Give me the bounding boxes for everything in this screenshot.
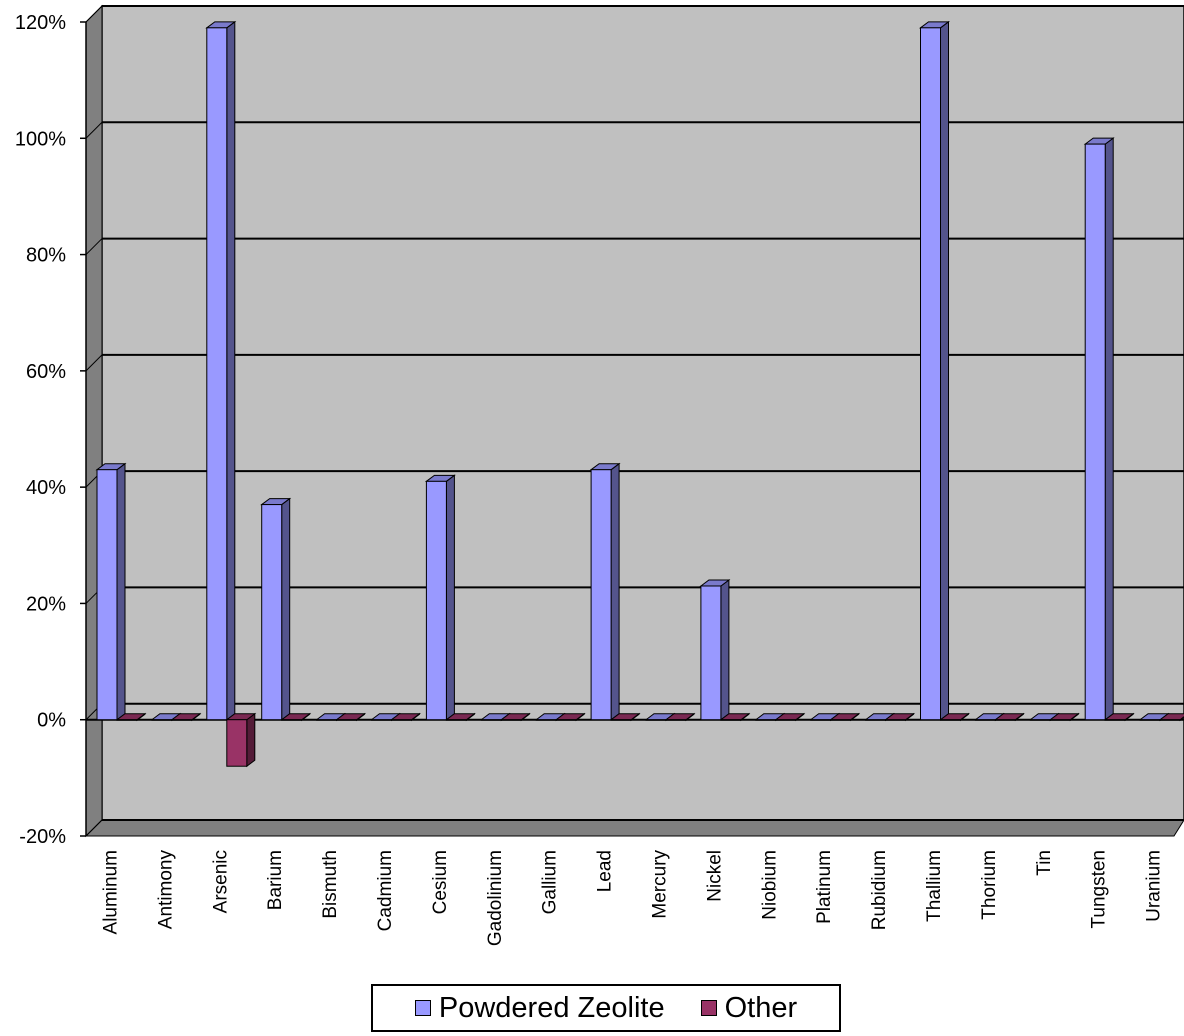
y-tick-label: 80%: [26, 245, 66, 267]
x-axis: Aluminum Antimony Arsenic Barium Bismuth Cadm…: [100, 850, 1164, 947]
bar-other-gadolinium: [499, 712, 531, 722]
bar-other-tungsten: [1103, 712, 1135, 722]
bar-other-barium: [280, 712, 312, 722]
floor: [84, 819, 1184, 837]
x-tick-label: Bismuth: [320, 850, 341, 919]
gridline-wall: [85, 354, 103, 372]
x-tick-label: Gadolinium: [485, 850, 506, 946]
bar-powdered-zeolite-cesium: [424, 474, 456, 721]
y-axis: 120% 100% 80% 60% 40% 20% 0% -20%: [15, 12, 87, 848]
legend-swatch-powdered-zeolite: [414, 1000, 431, 1016]
bar-powdered-zeolite-arsenic: [205, 20, 237, 721]
bar-other-uranium: [1158, 713, 1184, 722]
x-tick-label: Antimony: [155, 850, 176, 930]
bar-powdered-zeolite-aluminum: [95, 462, 127, 721]
y-tick-label: 40%: [26, 477, 66, 499]
y-tick-label: -20%: [19, 826, 66, 848]
x-tick-label: Niobium: [759, 850, 780, 920]
y-tick-label: 120%: [15, 12, 66, 34]
bar-other-lead: [609, 712, 641, 722]
x-tick-label: Thorium: [979, 850, 1000, 920]
y-tick-label: 100%: [15, 128, 66, 150]
legend-swatch-other: [700, 1000, 717, 1016]
gridline-wall: [85, 121, 103, 139]
chart-walls: [84, 4, 1184, 838]
bar-other-bismuth: [335, 712, 367, 722]
legend-label-powdered-zeolite: Powdered Zeolite: [438, 991, 665, 1024]
bar-other-thallium: [939, 712, 970, 722]
bar-powdered-zeolite-nickel: [699, 578, 731, 721]
bar-chart: 120% 100% 80% 60% 40% 20% 0% -20% Aluminum Antim…: [15, 4, 1184, 947]
x-tick-label: Arsenic: [210, 850, 231, 913]
gridline-wall: [85, 819, 103, 837]
x-tick-label: Mercury: [649, 850, 670, 919]
y-tick-label: 20%: [26, 593, 66, 615]
bar-other-rubidium: [884, 712, 916, 722]
x-tick-label: Nickel: [704, 850, 725, 902]
legend: Powdered Zeolite Other: [371, 984, 841, 1032]
legend-item-other: Other: [700, 991, 798, 1025]
x-tick-label: Rubidium: [869, 850, 890, 930]
bar-other-thorium: [993, 712, 1025, 722]
bar-other-tin: [1048, 712, 1080, 722]
x-tick-label: Barium: [265, 850, 286, 910]
bar-other-cesium: [444, 712, 476, 722]
legend-label-other: Other: [724, 991, 798, 1024]
bar-powdered-zeolite-lead: [589, 462, 621, 721]
bar-other-cadmium: [390, 712, 421, 722]
bar-other-niobium: [774, 712, 806, 722]
x-tick-label: Lead: [595, 850, 616, 892]
bar-other-mercury: [664, 712, 696, 722]
bar-powdered-zeolite-tungsten: [1083, 137, 1115, 721]
bar-powdered-zeolite-thallium: [919, 20, 950, 721]
x-tick-label: Cadmium: [375, 850, 396, 931]
bar-other-antimony: [170, 712, 202, 722]
bar-other-platinum: [829, 712, 861, 722]
x-tick-label: Uranium: [1144, 850, 1165, 922]
x-tick-label: Tin: [1034, 850, 1055, 876]
bar-other-aluminum: [115, 712, 147, 722]
gridline-wall: [85, 5, 103, 23]
y-tick-label: 0%: [37, 710, 66, 732]
x-tick-label: Thallium: [924, 850, 945, 922]
x-tick-label: Aluminum: [100, 850, 121, 934]
x-tick-label: Cesium: [430, 850, 451, 914]
y-tick-label: 60%: [26, 361, 66, 383]
bar-other-arsenic: [225, 712, 257, 768]
x-tick-label: Gallium: [540, 850, 561, 914]
legend-item-powdered-zeolite: Powdered Zeolite: [414, 991, 665, 1025]
bar-other-nickel: [719, 712, 751, 722]
bars: [95, 20, 1184, 768]
bar-powdered-zeolite-barium: [260, 497, 292, 721]
bar-other-gallium: [554, 712, 586, 722]
x-tick-label: Platinum: [814, 850, 835, 924]
gridline-wall: [85, 238, 103, 255]
x-tick-label: Tungsten: [1089, 850, 1110, 929]
